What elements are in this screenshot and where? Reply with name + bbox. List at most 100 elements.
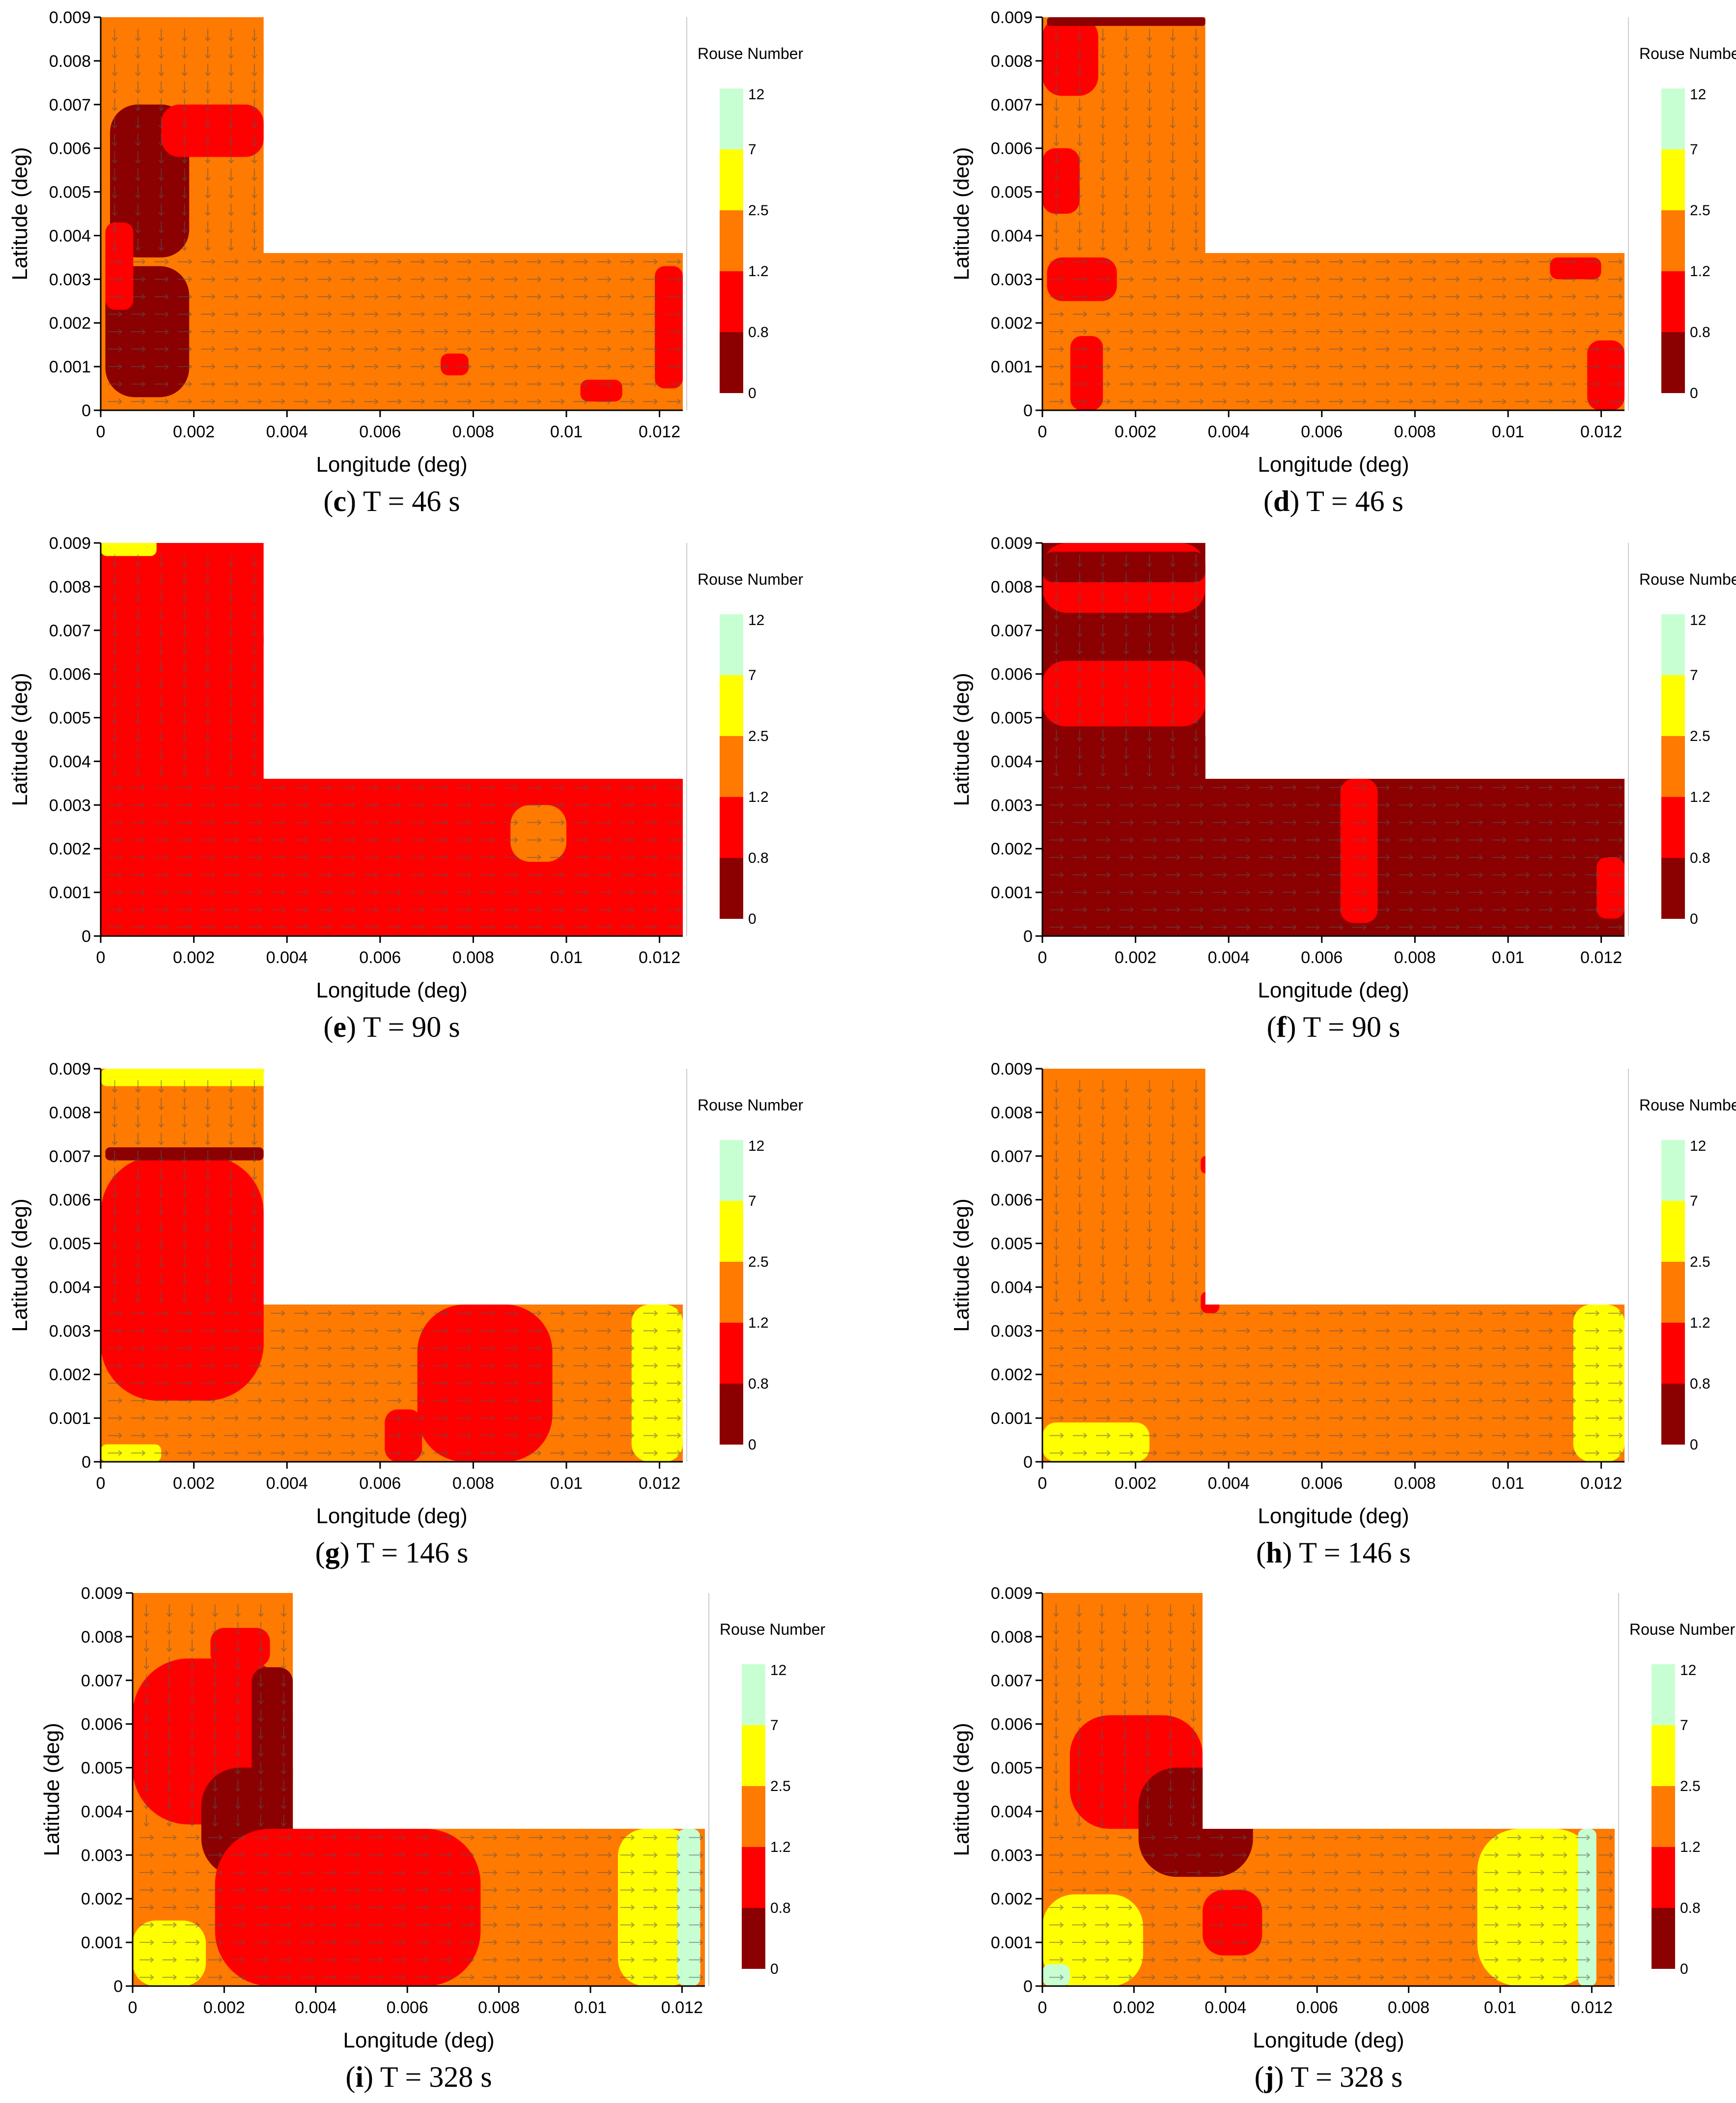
legend-bound-label: 0 [748, 911, 756, 927]
y-tick-label: 0.003 [49, 270, 91, 289]
rouse-field [133, 1593, 705, 1986]
legend-swatch [720, 675, 743, 736]
legend-title: Rouse Number [698, 45, 804, 62]
rouse-field [1042, 17, 1624, 410]
legend-bound-label: 2.5 [770, 1778, 791, 1794]
caption-time: T = 146 s [1299, 1536, 1411, 1569]
x-tick-label: 0.002 [173, 423, 215, 441]
legend-bound-label: 7 [1690, 667, 1698, 683]
legend-swatch [720, 1140, 743, 1201]
legend-title: Rouse Number [1639, 570, 1736, 588]
panel-caption: (f) T = 90 s [1267, 1011, 1400, 1043]
x-tick-label: 0.012 [1580, 1474, 1622, 1493]
x-tick-label: 0.012 [661, 1998, 703, 2017]
x-tick-label: 0.002 [1115, 948, 1156, 967]
caption-paren: ) [1282, 1536, 1299, 1569]
rouse-region [252, 1667, 293, 1794]
y-tick-label: 0.008 [991, 1628, 1033, 1647]
caption-letter: e [333, 1011, 346, 1043]
y-tick-label: 0.005 [49, 1235, 91, 1253]
velocity-vectors [1049, 28, 1623, 404]
rouse-region [1042, 148, 1080, 214]
rouse-region [655, 266, 683, 389]
x-tick-label: 0.006 [1301, 948, 1343, 967]
rouse-region [1042, 17, 1098, 96]
y-tick-label: 0.006 [991, 665, 1033, 684]
x-tick-label: 0.006 [359, 1474, 401, 1493]
y-tick-label: 0.008 [991, 578, 1033, 597]
rouse-field [101, 1069, 683, 1462]
y-tick-label: 0.008 [991, 52, 1033, 71]
panel-caption: (j) T = 328 s [1255, 2061, 1403, 2093]
legend-bound-label: 2.5 [748, 728, 769, 744]
x-tick-label: 0.004 [266, 1474, 308, 1493]
y-tick-label: 0.008 [49, 578, 91, 597]
legend-swatch [1661, 88, 1685, 149]
legend-swatch [720, 149, 743, 210]
y-tick-label: 0 [82, 401, 91, 420]
rouse-region [101, 779, 390, 936]
legend-swatch [1661, 614, 1685, 675]
legend-bound-label: 0 [1690, 385, 1698, 401]
velocity-vectors [1049, 554, 1623, 930]
y-tick-label: 0.009 [991, 534, 1033, 553]
rouse-base-region [1042, 1069, 1624, 1462]
legend-swatch [1661, 332, 1685, 393]
panel-caption: (d) T = 46 s [1263, 485, 1403, 517]
x-tick-label: 0.006 [1301, 423, 1343, 441]
caption-paren: ) [346, 1011, 363, 1043]
legend-bound-label: 0.8 [1680, 1900, 1701, 1916]
y-tick-label: 0.002 [81, 1890, 123, 1908]
y-tick-label: 0.009 [81, 1584, 123, 1603]
rouse-region [101, 1156, 264, 1401]
x-tick-label: 0 [96, 423, 106, 441]
x-axis-label: Longitude (deg) [316, 978, 467, 1002]
y-tick-label: 0.005 [991, 709, 1033, 728]
legend-swatch [742, 1847, 765, 1908]
legend-bound-label: 1.2 [1690, 789, 1710, 805]
legend-bound-label: 0 [748, 1437, 756, 1453]
panel-caption: (g) T = 146 s [315, 1536, 469, 1569]
y-tick-label: 0 [113, 1977, 123, 1996]
legend-title: Rouse Number [698, 1096, 804, 1114]
rouse-region [441, 353, 469, 375]
legend-title: Rouse Number [698, 570, 804, 588]
x-tick-label: 0.006 [1296, 1998, 1338, 2017]
legend-swatch [720, 614, 743, 675]
x-tick-label: 0.01 [550, 423, 583, 441]
caption-paren: ) [340, 1536, 357, 1569]
y-tick-label: 0.006 [991, 140, 1033, 158]
caption-paren: ) [1274, 2061, 1291, 2093]
legend-bound-label: 2.5 [1690, 728, 1710, 744]
caption-time: T = 328 s [380, 2061, 492, 2093]
y-tick-label: 0.009 [991, 8, 1033, 27]
x-tick-label: 0.008 [452, 423, 494, 441]
panel-g: 0 0.001 0.002 0.003 0.004 0.005 0.006 0.007 0.00… [8, 1060, 804, 1569]
rouse-region [1042, 661, 1205, 727]
y-tick-label: 0 [82, 927, 91, 946]
legend-bound-label: 7 [1690, 1193, 1698, 1209]
x-tick-label: 0.008 [1388, 1998, 1429, 2017]
caption-letter: c [333, 485, 346, 517]
x-tick-label: 0.008 [1394, 423, 1436, 441]
y-tick-label: 0.001 [991, 358, 1033, 376]
legend-swatch [720, 210, 743, 271]
caption-paren: ( [1256, 1536, 1266, 1569]
y-axis-label: Latitude (deg) [950, 1723, 974, 1856]
legend-bound-label: 0.8 [748, 324, 769, 341]
y-tick-label: 0.003 [49, 796, 91, 815]
legend-bound-label: 0.8 [748, 1376, 769, 1392]
legend-swatch [1661, 1323, 1685, 1384]
panel-caption: (e) T = 90 s [323, 1011, 460, 1043]
legend-bound-label: 7 [1680, 1717, 1688, 1734]
caption-paren: ) [346, 485, 363, 517]
y-tick-label: 0.007 [49, 1147, 91, 1166]
y-tick-label: 0 [1023, 1977, 1033, 1996]
legend-bound-label: 0.8 [1690, 324, 1710, 341]
caption-paren: ( [315, 1536, 325, 1569]
rouse-region [101, 1069, 269, 1086]
rouse-region [1070, 336, 1103, 410]
legend-swatch [720, 1262, 743, 1323]
legend-title: Rouse Number [720, 1620, 826, 1638]
